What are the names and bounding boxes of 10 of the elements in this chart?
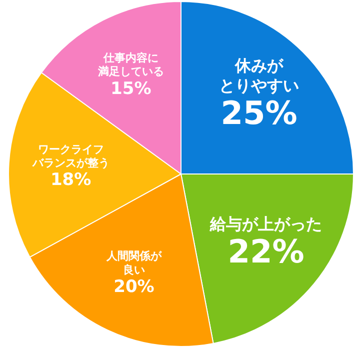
data-label: 20%	[114, 277, 154, 298]
data-label: 18%	[50, 170, 92, 190]
slice-label: 休みがとりやすい	[219, 56, 300, 95]
data-label: 22%	[228, 232, 304, 271]
slice-label: 仕事内容に満足している	[96, 51, 164, 78]
slice-label: ワークライフバランスが整う	[31, 142, 110, 170]
slice-label: 人間関係が良い	[105, 250, 162, 276]
data-label: 15%	[110, 78, 152, 99]
data-label: 25%	[220, 94, 298, 132]
slice-label: 給与が上がった	[209, 214, 322, 234]
